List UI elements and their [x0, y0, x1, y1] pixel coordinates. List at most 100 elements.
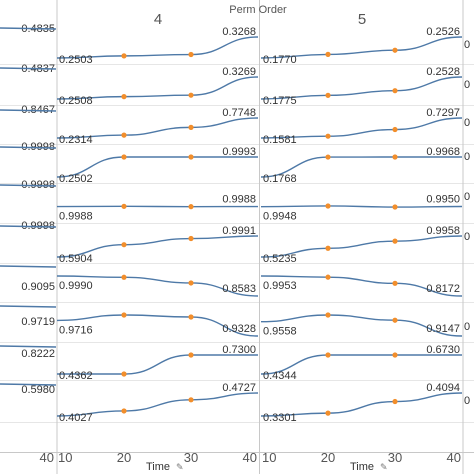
edge-line-left [0, 146, 57, 149]
data-point [188, 352, 194, 358]
series-line [56, 354, 258, 375]
data-label-start: 0.1770 [263, 54, 297, 66]
pin-icon: ✎ [380, 463, 388, 473]
data-point [121, 203, 127, 209]
x-tick-label: 10 [262, 450, 276, 465]
data-point [392, 352, 398, 358]
data-point [188, 124, 194, 130]
data-point [392, 204, 398, 210]
x-tick-label: 20 [117, 450, 131, 465]
data-point [188, 280, 194, 286]
data-label-start: 0.9953 [263, 280, 297, 292]
data-label-end: 0.9147 [426, 323, 460, 335]
data-label-end: 0.8172 [426, 283, 460, 295]
data-point [121, 53, 127, 59]
data-label-end: 0.7300 [222, 344, 256, 356]
edge-label-right: 0 [464, 191, 470, 203]
edge-line-left [0, 184, 57, 187]
x-axis-title: Time [350, 461, 374, 473]
data-label-start: 0.1768 [263, 173, 297, 185]
header-title: Perm Order [229, 4, 287, 16]
data-label-start: 0.9988 [59, 211, 93, 223]
marks-layer: 0.2503 0.3268 0.2508 0.3269 0.2314 0.7748 0.25… [0, 23, 470, 424]
data-point [325, 133, 331, 139]
data-label-end: 0.4727 [222, 382, 256, 394]
series-line [56, 36, 259, 59]
pin-icon: ✎ [176, 463, 184, 473]
data-label-start: 0.2314 [59, 134, 93, 146]
data-point [392, 126, 398, 133]
series-line [56, 156, 258, 178]
edge-label-right: 0 [464, 231, 470, 243]
series-line [56, 117, 259, 139]
data-label-start: 0.4362 [59, 370, 93, 382]
edge-line-left [0, 27, 57, 30]
edge-line-left [0, 265, 57, 268]
edge-label-right: 0 [464, 321, 470, 333]
data-label-end: 0.2526 [426, 26, 460, 38]
series-line [260, 117, 463, 139]
series-line [56, 392, 259, 417]
series-line [56, 275, 259, 297]
edge-line-left [0, 383, 57, 386]
data-point [325, 410, 331, 416]
x-tick-label: 10 [58, 450, 72, 465]
x-tick-label: 40 [40, 450, 54, 465]
data-label-start: 0.1581 [263, 134, 297, 146]
edge-label-right: 0 [464, 79, 470, 91]
edge-line-left [0, 109, 57, 112]
x-tick-label: 30 [388, 450, 402, 465]
data-point [188, 154, 194, 160]
data-point [188, 314, 194, 320]
data-point [188, 51, 194, 58]
edge-line-left [0, 305, 57, 308]
x-axis: 10 20 30 40 10 20 30 40 40 ✎ ✎ [40, 450, 461, 473]
series-line [260, 235, 463, 258]
data-point [121, 274, 127, 280]
data-point [188, 204, 194, 210]
data-point [188, 397, 194, 403]
edge-label-left: 0.8222 [21, 348, 55, 360]
series-line [260, 76, 463, 100]
data-point [325, 245, 331, 251]
series-line [260, 275, 463, 297]
data-label-end: 0.8583 [222, 283, 256, 295]
panel-label-4: 4 [154, 11, 162, 28]
data-point [325, 352, 331, 358]
data-point [121, 371, 127, 377]
edge-label-left: 0.9095 [21, 281, 55, 293]
data-label-end: 0.3269 [222, 66, 256, 78]
data-label-start: 0.9716 [59, 324, 93, 336]
series-line [260, 205, 463, 208]
edge-label-right: 0 [464, 395, 470, 407]
x-tick-label: 20 [321, 450, 335, 465]
data-label-end: 0.4094 [426, 382, 460, 394]
data-label-start: 0.4027 [59, 412, 93, 424]
data-label-end: 0.7297 [426, 107, 460, 119]
data-label-start: 0.9558 [263, 326, 297, 338]
data-label-end: 0.2528 [426, 66, 460, 78]
data-point [392, 317, 398, 323]
edge-label-left: 0.9719 [21, 316, 55, 328]
data-label-end: 0.9988 [222, 194, 256, 206]
data-label-end: 0.9950 [426, 194, 460, 206]
data-label-start: 0.5904 [59, 253, 93, 265]
data-label-start: 0.5235 [263, 253, 297, 265]
edge-label-right: 0 [464, 151, 470, 163]
data-label-start: 0.3301 [263, 412, 297, 424]
data-point [121, 408, 127, 414]
x-tick-label: 30 [184, 450, 198, 465]
data-label-start: 0.1775 [263, 95, 297, 107]
data-label-start: 0.4344 [263, 370, 297, 382]
data-point [188, 235, 194, 242]
data-label-end: 0.3268 [222, 26, 256, 38]
data-point [121, 242, 127, 248]
series-line [260, 354, 462, 375]
data-point [121, 312, 127, 318]
edge-line-left [0, 345, 57, 348]
data-point [121, 154, 127, 160]
x-tick-label: 40 [243, 450, 257, 465]
edge-label-right: 0 [464, 39, 470, 51]
